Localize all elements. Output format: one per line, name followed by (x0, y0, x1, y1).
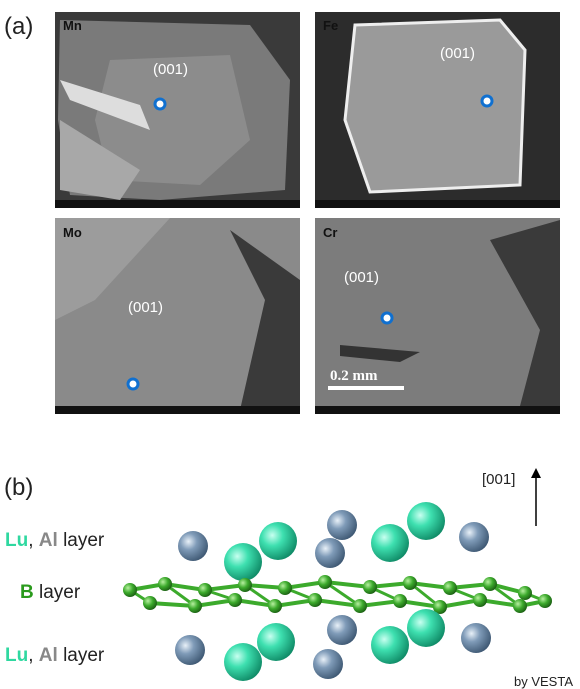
al-atom (459, 522, 489, 552)
figure: (a) Mn (001) Fe (001) Mo (001) Cr (001) … (0, 0, 580, 689)
scale-bar (328, 386, 404, 390)
b-atom (353, 599, 367, 613)
al-atom (175, 635, 205, 665)
credit: by VESTA (514, 674, 573, 689)
b-atom (143, 596, 157, 610)
b-atom (238, 578, 252, 592)
b-atom (188, 599, 202, 613)
al-atom (313, 649, 343, 679)
arrow-head (531, 468, 541, 478)
b-atom (538, 594, 552, 608)
lu-atom (371, 626, 409, 664)
lu-atom (224, 543, 262, 581)
lu-atom (407, 609, 445, 647)
direction-label: [001] (482, 471, 515, 488)
plane-label: (001) (128, 299, 163, 316)
element-label: Fe (323, 18, 338, 33)
panel-label: (a) (4, 13, 33, 40)
panel-label: (b) (4, 474, 33, 501)
layer-label: Lu, Al layer (5, 530, 105, 551)
sem-image: Mo (001) (55, 218, 300, 414)
b-atom (443, 581, 457, 595)
plane-label: (001) (153, 61, 188, 78)
lu-atom (259, 522, 297, 560)
layer-label: Lu, Al layer (5, 645, 105, 666)
al-atom (178, 531, 208, 561)
plane-label: (001) (344, 269, 379, 286)
b-atom (268, 599, 282, 613)
b-atom (158, 577, 172, 591)
lu-atom (407, 502, 445, 540)
marker (155, 99, 165, 109)
element-label: Cr (323, 225, 337, 240)
b-atom (228, 593, 242, 607)
lu-atom (224, 643, 262, 681)
b-atom (198, 583, 212, 597)
sem-image: Mn (001) (55, 12, 300, 208)
element-label: Mo (63, 225, 82, 240)
scale-bar-label: 0.2 mm (330, 368, 378, 384)
b-atom (483, 577, 497, 591)
b-atom (518, 586, 532, 600)
lu-atom (257, 623, 295, 661)
layer-label: B layer (20, 582, 81, 603)
marker (128, 379, 138, 389)
al-atom (327, 615, 357, 645)
sem-image: Cr (001) 0.2 mm (315, 218, 560, 414)
b-atom (513, 599, 527, 613)
plane-label: (001) (440, 45, 475, 62)
b-atom (393, 594, 407, 608)
al-atom (461, 623, 491, 653)
sem-image: Fe (001) (315, 12, 560, 208)
al-atom (315, 538, 345, 568)
al-atom (327, 510, 357, 540)
b-atom (473, 593, 487, 607)
lu-atom (371, 524, 409, 562)
b-atom (308, 593, 322, 607)
marker (382, 313, 392, 323)
b-atom (363, 580, 377, 594)
b-atom (318, 575, 332, 589)
b-atom (403, 576, 417, 590)
b-atom (278, 581, 292, 595)
element-label: Mn (63, 18, 82, 33)
crystal-structure (123, 502, 552, 681)
marker (482, 96, 492, 106)
b-atom (123, 583, 137, 597)
